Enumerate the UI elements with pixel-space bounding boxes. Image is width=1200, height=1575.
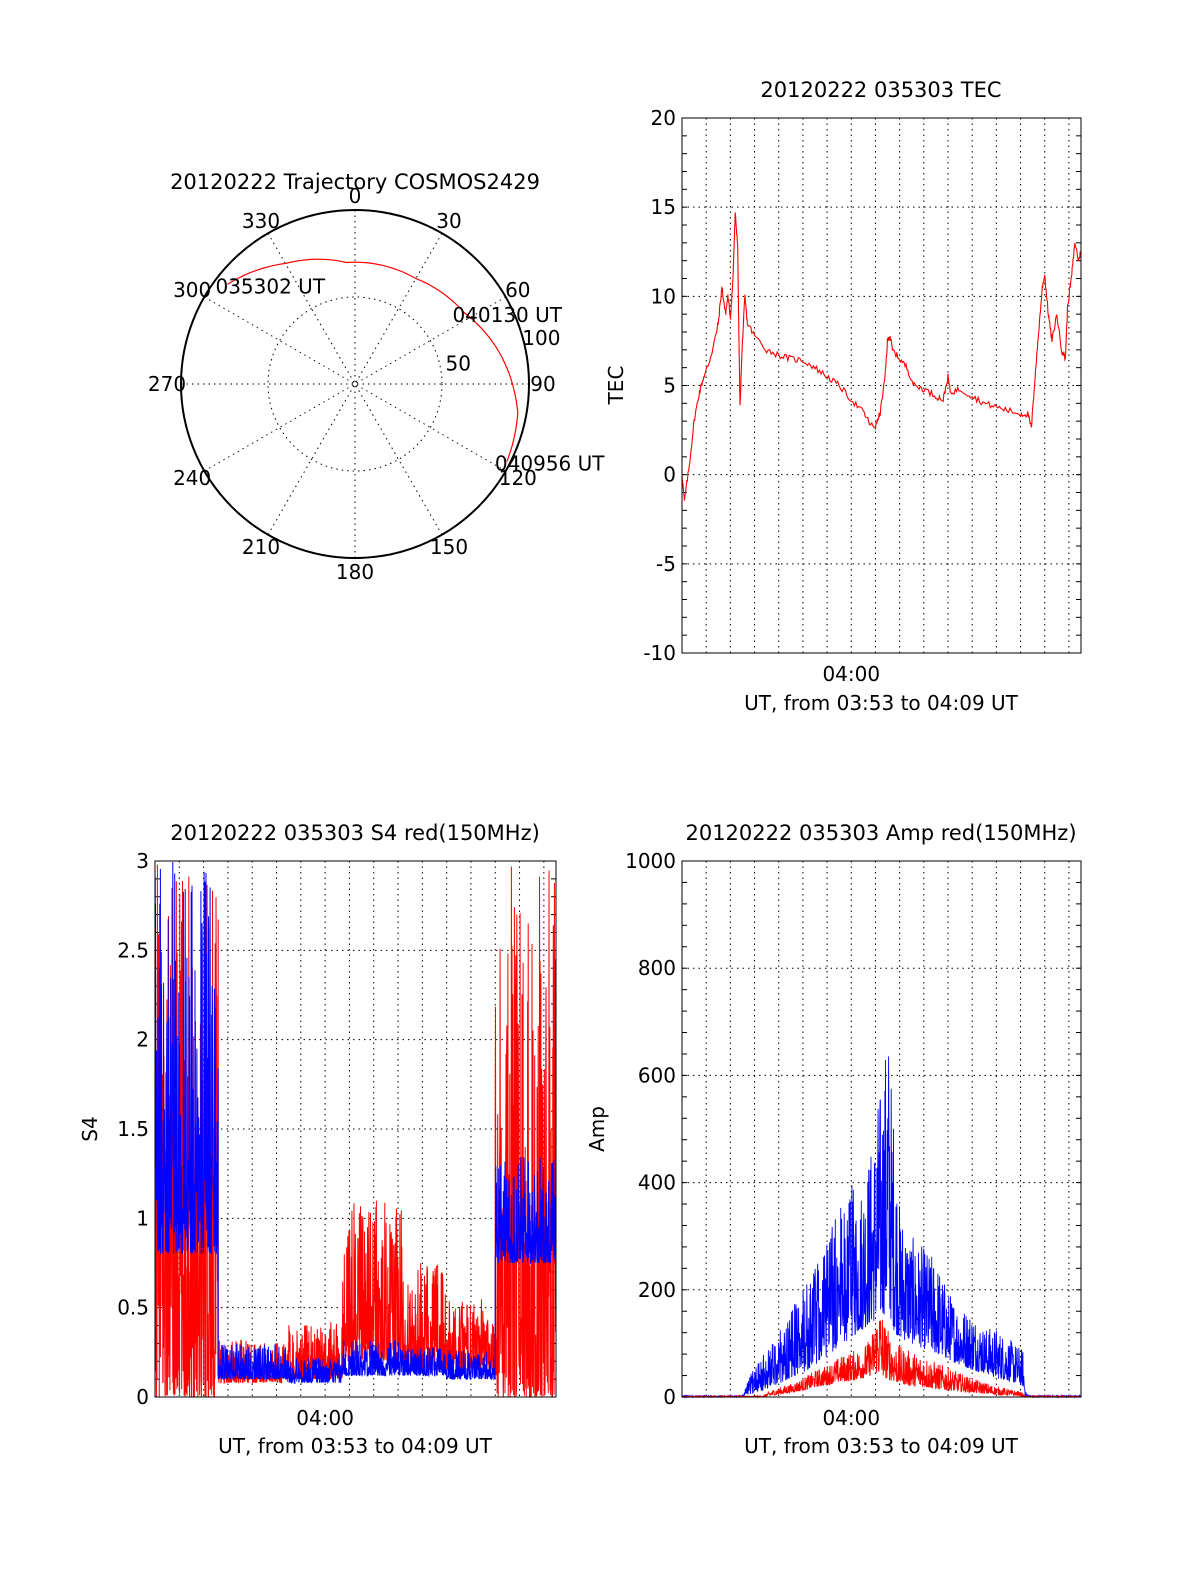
amp-x-axis-label: UT, from 03:53 to 04:09 UT	[744, 1434, 1019, 1458]
polar-radius-labels: 50 100	[445, 326, 560, 375]
s4-title: 20120222 035303 S4 red(150MHz)	[170, 821, 540, 845]
s4-y-axis-label: S4	[78, 1116, 102, 1141]
tec-y-tick-label: 15	[651, 195, 676, 219]
trajectory-annotation-1: 040130 UT	[452, 303, 562, 327]
s4-x-tick-label: 04:00	[296, 1406, 354, 1430]
tec-grid	[681, 117, 1081, 654]
trajectory-annotations: 035302 UT 040130 UT 040956 UT	[215, 274, 605, 475]
s4-y-tick-label: 1	[136, 1206, 149, 1230]
s4-y-tick-label: 1.5	[117, 1117, 149, 1141]
tec-y-tick-label: 5	[663, 374, 676, 398]
tec-plot-frame	[681, 117, 1082, 654]
tec-y-axis-label: TEC	[604, 366, 628, 406]
amp-y-axis-label: Amp	[585, 1106, 609, 1152]
trajectory-annotation-2: 040956 UT	[495, 451, 605, 475]
s4-x-axis-label: UT, from 03:53 to 04:09 UT	[218, 1434, 493, 1458]
tec-y-tick-label: 20	[651, 106, 676, 130]
s4-plot-frame	[154, 860, 557, 1398]
s4-y-tick-label: 0.5	[117, 1296, 149, 1320]
tec-series-line	[681, 212, 1082, 501]
amp-plot-frame	[681, 860, 1082, 1398]
tec-title: 20120222 035303 TEC	[760, 78, 1001, 102]
polar-azimuth-label-0: 0	[349, 184, 362, 208]
trajectory-annotation-0: 035302 UT	[215, 274, 325, 298]
trajectory-title: 20120222 Trajectory COSMOS2429	[170, 170, 540, 194]
amp-y-tick-label: 200	[638, 1278, 676, 1302]
tec-x-axis-label: UT, from 03:53 to 04:09 UT	[744, 691, 1019, 715]
polar-azimuth-label-180: 180	[336, 560, 374, 584]
polar-ring-50	[267, 296, 443, 472]
s4-y-tick-label: 0	[136, 1385, 149, 1409]
amp-y-tick-label: 0	[663, 1385, 676, 1409]
tec-y-tick-label: -5	[656, 552, 676, 576]
amp-x-tick-label: 04:00	[822, 1406, 880, 1430]
amp-x-tick-labels: 04:00	[822, 1406, 880, 1430]
polar-azimuth-label-60: 60	[505, 278, 530, 302]
amp-y-tick-label: 800	[638, 956, 676, 980]
amp-y-tick-label: 1000	[625, 849, 676, 873]
s4-x-tick-labels: 04:00	[296, 1406, 354, 1430]
polar-azimuth-labels: 0 30 60 90 120 150 180 210 240 270 300 330	[148, 184, 556, 584]
amp-grid	[681, 860, 1081, 1398]
polar-azimuth-label-210: 210	[242, 535, 280, 559]
tec-x-tick-label: 04:00	[822, 662, 880, 686]
polar-azimuth-label-90: 90	[530, 372, 555, 396]
polar-azimuth-label-150: 150	[430, 535, 468, 559]
tec-y-tick-label: -10	[643, 641, 676, 665]
polar-grid	[180, 209, 530, 559]
tec-y-tick-label: 0	[663, 463, 676, 487]
s4-series	[154, 861, 557, 1399]
tec-y-tick-label: 10	[651, 284, 676, 308]
polar-azimuth-label-270: 270	[148, 372, 186, 396]
tec-x-tick-labels: 04:00	[822, 662, 880, 686]
polar-azimuth-label-30: 30	[436, 209, 461, 233]
trajectory-panel: 20120222 Trajectory COSMOS2429 0 30 60 90 12…	[148, 170, 605, 584]
s4-panel: 20120222 035303 S4 red(150MHz) 0 0.5 1 1.5 2…	[78, 821, 557, 1458]
s4-series-1	[154, 861, 557, 1385]
s4-y-tick-label: 3	[136, 849, 149, 873]
polar-azimuth-label-330: 330	[242, 209, 280, 233]
amp-series-0	[681, 1056, 1082, 1399]
trajectory-track	[227, 258, 519, 462]
polar-azimuth-label-300: 300	[173, 278, 211, 302]
s4-y-tick-labels: 0 0.5 1 1.5 2 2.5 3	[117, 849, 149, 1409]
s4-y-tick-label: 2	[136, 1028, 149, 1052]
polar-radius-label-50: 50	[445, 352, 470, 376]
s4-y-tick-label: 2.5	[117, 938, 149, 962]
amp-panel: 20120222 035303 Amp red(150MHz) 0 200 400 6…	[585, 821, 1082, 1458]
polar-radius-label-100: 100	[522, 326, 560, 350]
amp-y-tick-label: 600	[638, 1063, 676, 1087]
amp-title: 20120222 035303 Amp red(150MHz)	[685, 821, 1076, 845]
polar-azimuth-label-120: 120	[499, 466, 537, 490]
amp-y-tick-labels: 0 200 400 600 800 1000	[625, 849, 676, 1409]
tec-y-tick-labels: -10 -5 0 5 10 15 20	[643, 106, 676, 665]
amp-series	[681, 1056, 1082, 1399]
polar-azimuth-label-240: 240	[173, 466, 211, 490]
amp-y-tick-label: 400	[638, 1171, 676, 1195]
